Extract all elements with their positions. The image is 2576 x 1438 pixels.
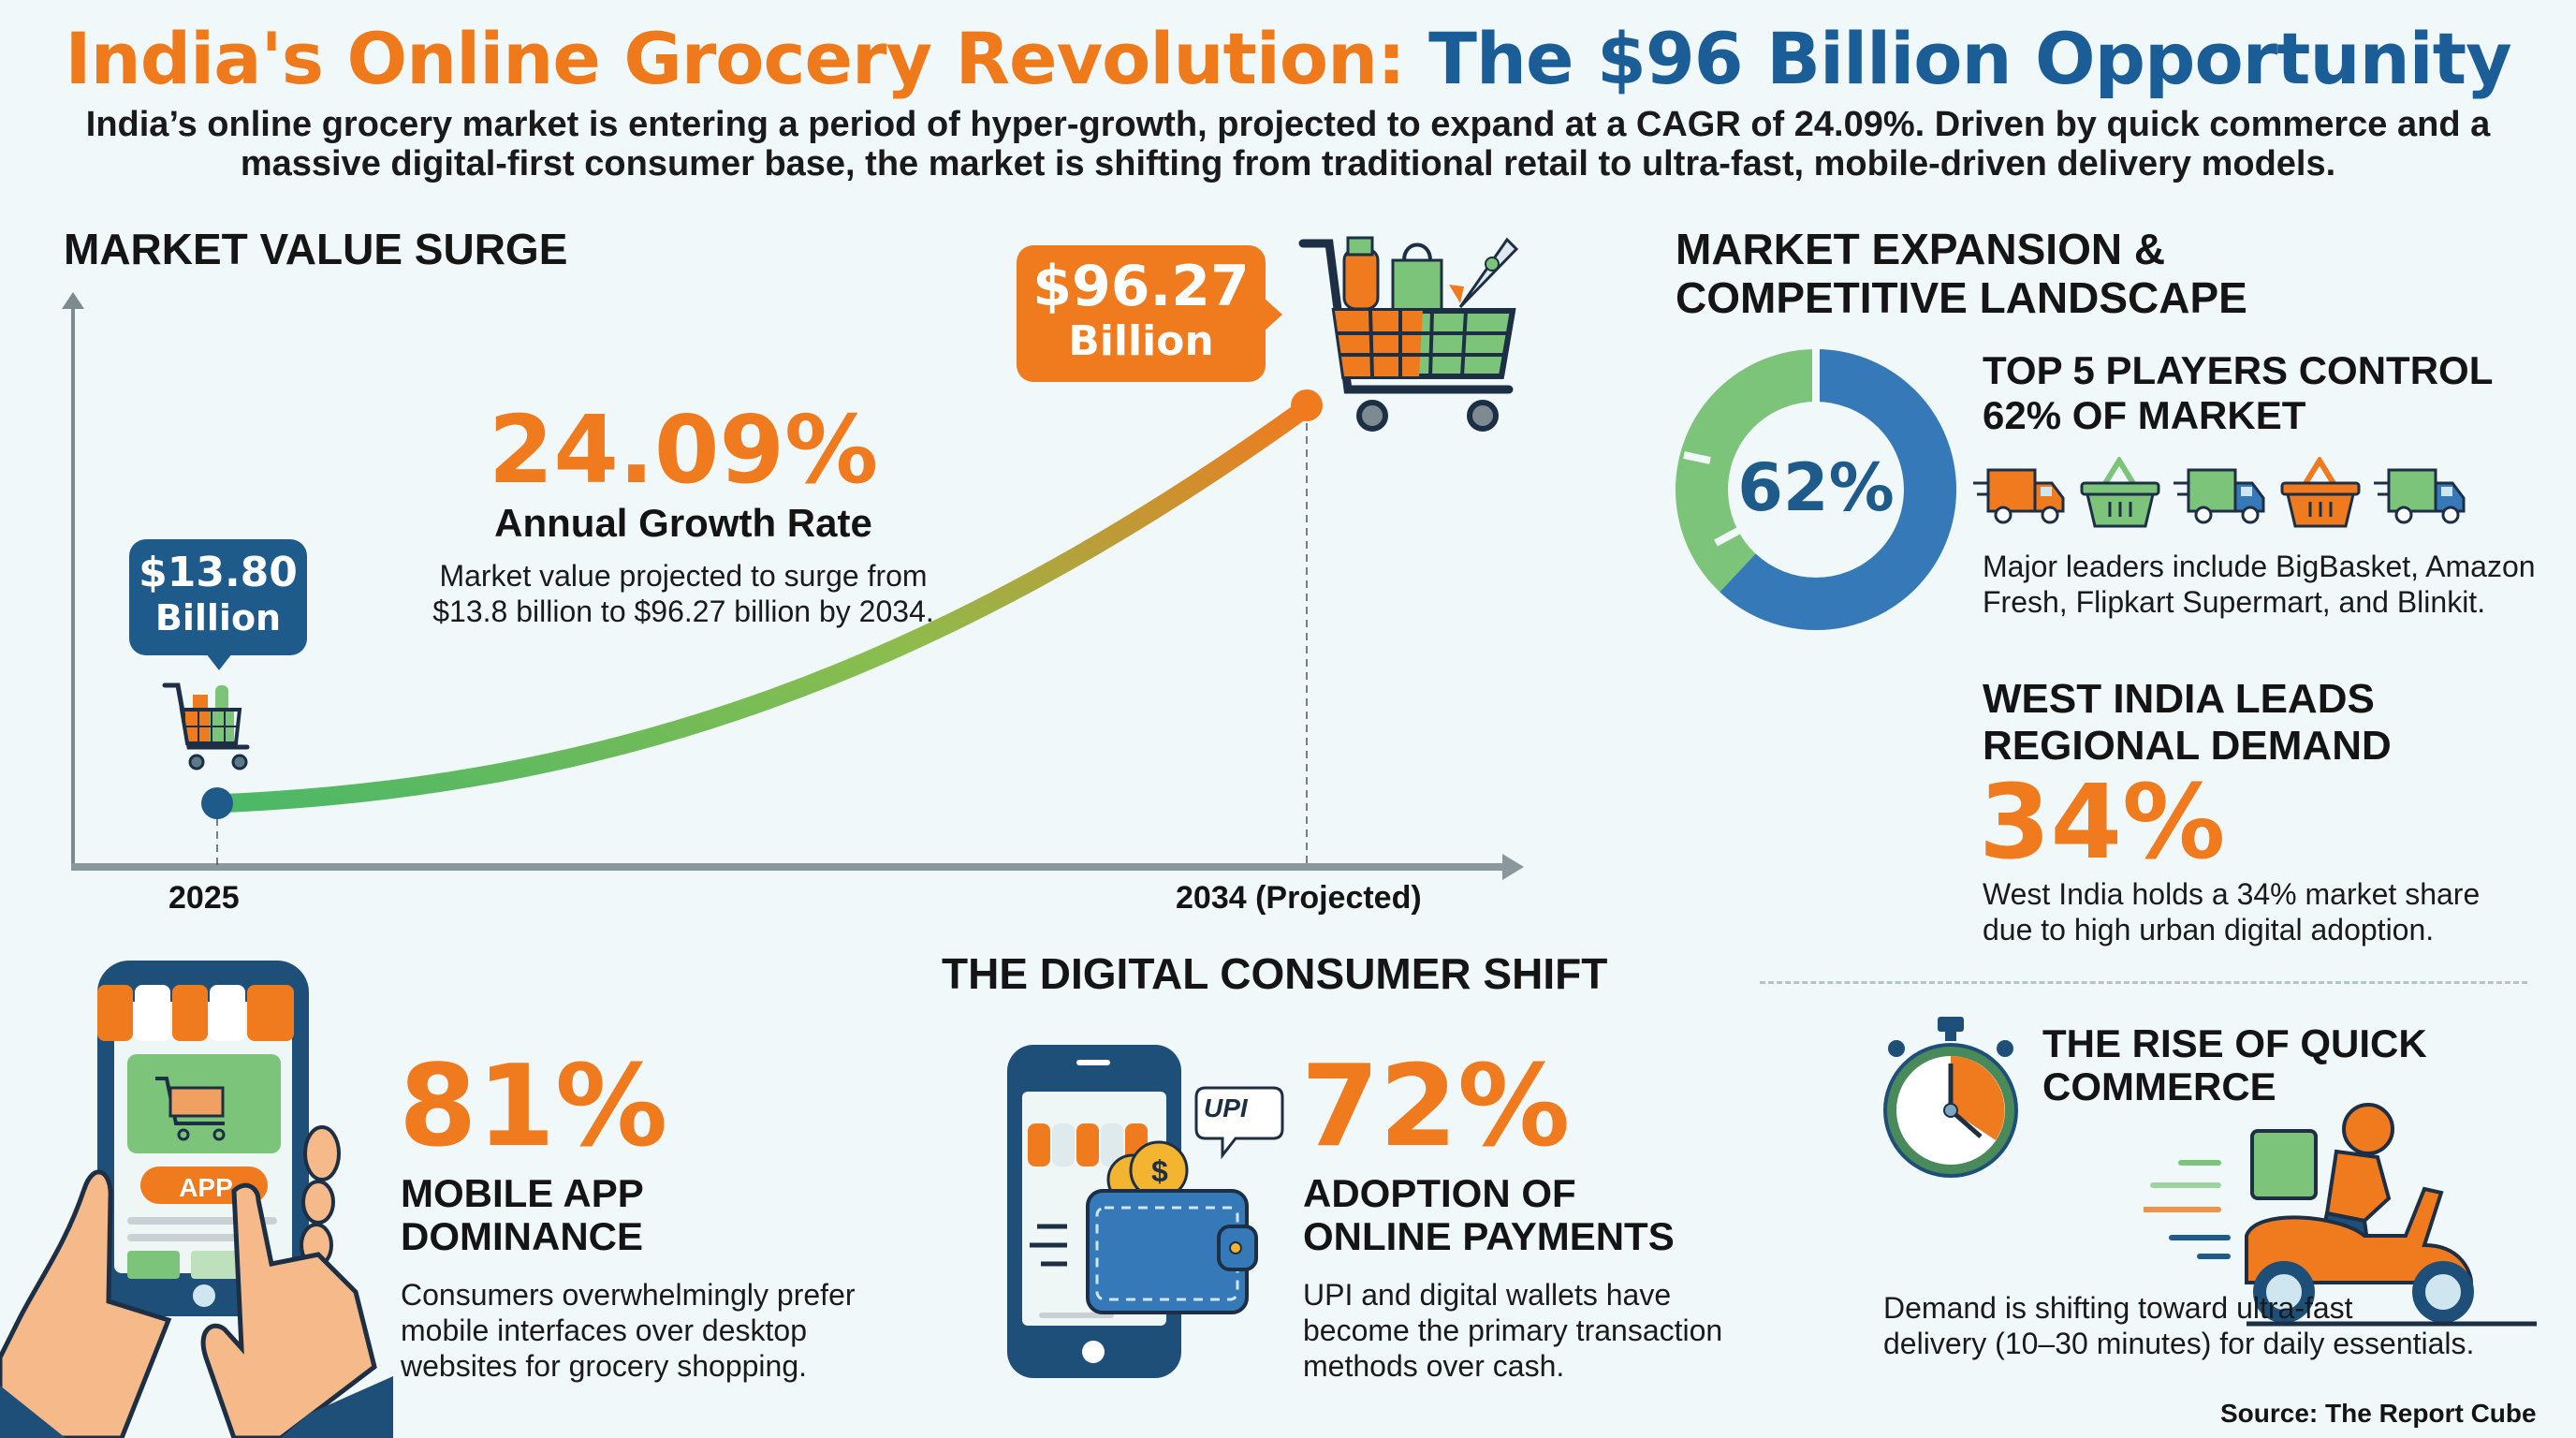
regional-heading: WEST INDIA LEADS REGIONAL DEMAND bbox=[1983, 676, 2392, 770]
leaders-desc-line-1: Major leaders include BigBasket, Amazon bbox=[1983, 550, 2536, 583]
growth-curve bbox=[215, 398, 1316, 813]
y-axis-arrow-icon bbox=[62, 292, 84, 309]
upi-badge: UPI bbox=[1204, 1093, 1248, 1123]
cagr-desc-line-1: Market value projected to surge from bbox=[439, 559, 928, 593]
start-value: $13.80 bbox=[139, 549, 298, 596]
players-icons bbox=[1971, 457, 2496, 532]
x-label-2025: 2025 bbox=[168, 880, 240, 916]
payments-label: ADOPTION OF ONLINE PAYMENTS bbox=[1303, 1172, 1675, 1258]
regional-desc: West India holds a 34% market share due … bbox=[1983, 876, 2480, 947]
payments-label-line-1: ADOPTION OF bbox=[1303, 1171, 1576, 1215]
mobile-label: MOBILE APP DOMINANCE bbox=[401, 1172, 644, 1258]
start-value-bubble: $13.80 Billion bbox=[129, 539, 307, 655]
x-axis-arrow-icon bbox=[1502, 854, 1524, 880]
svg-text:$: $ bbox=[1151, 1154, 1168, 1188]
quick-commerce-desc: Demand is shifting toward ultra-fast del… bbox=[1883, 1290, 2474, 1361]
top5-heading-line-1: TOP 5 PLAYERS CONTROL bbox=[1983, 348, 2494, 392]
basket-icon bbox=[2080, 457, 2160, 528]
end-point bbox=[1291, 389, 1323, 421]
competitive-heading-line-2: COMPETITIVE LANDSCAPE bbox=[1676, 273, 2247, 322]
start-point bbox=[201, 787, 233, 819]
cagr-block: 24.09% Annual Growth Rate Market value p… bbox=[393, 401, 973, 629]
competitive-heading: MARKET EXPANSION & COMPETITIVE LANDSCAPE bbox=[1676, 225, 2247, 322]
payments-value: 72% bbox=[1301, 1042, 1571, 1172]
top5-heading-line-2: 62% OF MARKET bbox=[1983, 393, 2306, 437]
wallet-phone-icon: $ bbox=[1007, 1045, 1284, 1378]
mobile-value: 81% bbox=[399, 1042, 668, 1172]
donut-label: 62% bbox=[1737, 449, 1895, 526]
mobile-desc-line-2: mobile interfaces over desktop bbox=[401, 1313, 807, 1347]
page-title: India's Online Grocery Revolution: The $… bbox=[0, 17, 2576, 100]
quick-commerce-heading: THE RISE OF QUICK COMMERCE bbox=[2042, 1022, 2427, 1108]
payments-desc-line-2: become the primary transaction bbox=[1303, 1313, 1723, 1347]
basket-icon bbox=[2280, 457, 2361, 528]
market-value-heading: MARKET VALUE SURGE bbox=[64, 225, 568, 273]
subtitle: India’s online grocery market is enterin… bbox=[0, 105, 2576, 183]
digital-shift-heading: THE DIGITAL CONSUMER SHIFT bbox=[942, 949, 1608, 998]
regional-heading-line-1: WEST INDIA LEADS bbox=[1983, 676, 2375, 722]
mobile-label-line-2: DOMINANCE bbox=[401, 1214, 643, 1258]
mobile-desc-line-1: Consumers overwhelmingly prefer bbox=[401, 1278, 856, 1312]
shopping-cart-icon bbox=[162, 682, 250, 770]
mobile-app-hand-icon bbox=[0, 961, 393, 1438]
regional-heading-line-2: REGIONAL DEMAND bbox=[1983, 723, 2392, 769]
leaders-desc-line-2: Fresh, Flipkart Supermart, and Blinkit. bbox=[1983, 585, 2486, 619]
payments-label-line-2: ONLINE PAYMENTS bbox=[1303, 1214, 1675, 1258]
subtitle-line-1: India’s online grocery market is enterin… bbox=[85, 105, 2491, 144]
market-value-chart bbox=[62, 292, 1524, 880]
regional-desc-line-1: West India holds a 34% market share bbox=[1983, 877, 2481, 911]
source-note: Source: The Report Cube bbox=[2220, 1399, 2537, 1428]
mobile-desc: Consumers overwhelmingly prefer mobile i… bbox=[401, 1277, 856, 1384]
end-value-bubble: $96.27 Billion bbox=[1017, 245, 1266, 382]
quick-commerce-heading-line-2: COMMERCE bbox=[2042, 1064, 2276, 1108]
mobile-desc-line-3: websites for grocery shopping. bbox=[401, 1349, 807, 1383]
competitive-heading-line-1: MARKET EXPANSION & bbox=[1676, 225, 2166, 273]
divider bbox=[1760, 981, 2527, 984]
title-part-2: The $96 Billion Opportunity bbox=[1428, 17, 2512, 100]
quick-commerce-heading-line-1: THE RISE OF QUICK bbox=[2042, 1021, 2427, 1065]
leaders-desc: Major leaders include BigBasket, Amazon … bbox=[1983, 549, 2536, 620]
end-value: $96.27 bbox=[1032, 254, 1250, 319]
x-label-2034: 2034 (Projected) bbox=[1176, 880, 1422, 916]
payments-desc-line-1: UPI and digital wallets have bbox=[1303, 1278, 1672, 1312]
mobile-label-line-1: MOBILE APP bbox=[401, 1171, 644, 1215]
cagr-value: 24.09% bbox=[488, 395, 879, 505]
delivery-truck-icon bbox=[1973, 468, 2065, 524]
delivery-truck-icon bbox=[2374, 468, 2466, 524]
market-share-donut bbox=[1676, 347, 1956, 630]
payments-desc-line-3: methods over cash. bbox=[1303, 1349, 1565, 1383]
delivery-scooter-icon bbox=[2144, 1103, 2537, 1327]
delivery-truck-icon bbox=[2174, 468, 2265, 524]
stopwatch-icon bbox=[1883, 1017, 2018, 1178]
end-unit: Billion bbox=[1068, 317, 1214, 365]
top5-heading: TOP 5 PLAYERS CONTROL 62% OF MARKET bbox=[1983, 348, 2493, 438]
payments-desc: UPI and digital wallets have become the … bbox=[1303, 1277, 1722, 1384]
app-button: APP bbox=[179, 1173, 233, 1202]
regional-value: 34% bbox=[1979, 762, 2226, 882]
start-unit: Billion bbox=[154, 597, 282, 638]
regional-desc-line-2: due to high urban digital adoption. bbox=[1983, 913, 2435, 946]
quick-commerce-desc-line-1: Demand is shifting toward ultra-fast bbox=[1883, 1291, 2353, 1325]
cagr-desc-line-2: $13.8 billion to $96.27 billion by 2034. bbox=[432, 594, 934, 628]
cagr-label: Annual Growth Rate bbox=[494, 501, 872, 545]
quick-commerce-desc-line-2: delivery (10–30 minutes) for daily essen… bbox=[1883, 1327, 2475, 1360]
title-part-1: India's Online Grocery Revolution: bbox=[65, 17, 1405, 100]
subtitle-line-2: massive digital-first consumer base, the… bbox=[240, 144, 2336, 183]
cart-rocket-icon bbox=[1298, 236, 1519, 432]
